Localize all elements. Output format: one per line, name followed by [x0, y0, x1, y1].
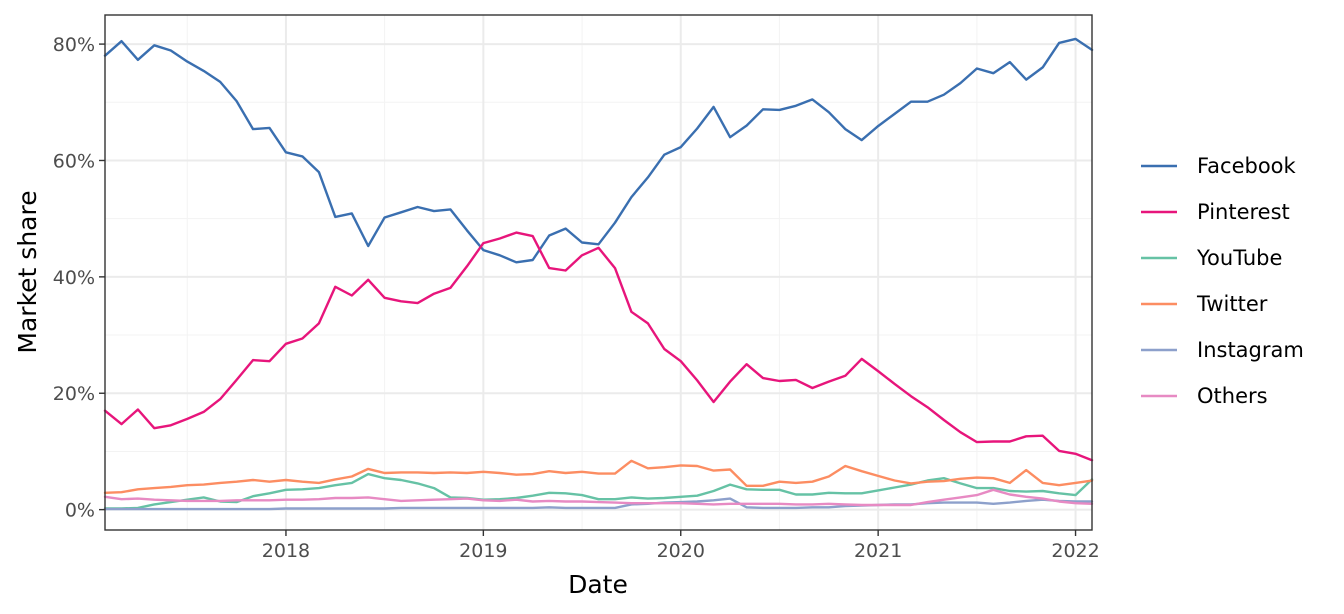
legend-label-others: Others [1197, 384, 1268, 408]
legend-label-pinterest: Pinterest [1197, 200, 1290, 224]
y-tick-label: 60% [53, 150, 95, 172]
legend-item-youtube: YouTube [1141, 246, 1282, 270]
y-tick-label: 80% [53, 34, 95, 56]
x-axis: 2018 2019 2020 2021 2022 [262, 530, 1100, 562]
y-tick-label: 20% [53, 383, 95, 405]
x-axis-title: Date [568, 570, 628, 599]
plot-area [103, 14, 1094, 531]
series-line-twitter [103, 459, 1094, 494]
major-gridlines [105, 15, 1092, 530]
legend-label-instagram: Instagram [1197, 338, 1304, 362]
x-tick-label: 2019 [459, 540, 507, 562]
legend-item-others: Others [1141, 384, 1268, 408]
y-tick-label: 40% [53, 267, 95, 289]
y-axis-title: Market share [13, 190, 42, 353]
series-line-pinterest [103, 231, 1094, 462]
y-tick-label: 0% [65, 500, 95, 522]
series-line-others [103, 488, 1094, 507]
legend-item-facebook: Facebook [1141, 154, 1297, 178]
x-tick-label: 2022 [1051, 540, 1099, 562]
series-line-facebook [103, 37, 1094, 264]
legend: Facebook Pinterest YouTube Twitter Instagram… [1141, 154, 1304, 408]
plot-border [104, 14, 1093, 531]
plot-panel [105, 15, 1092, 530]
x-tick-label: 2021 [854, 540, 902, 562]
y-axis: 0% 20% 40% 60% 80% [53, 34, 105, 522]
legend-label-twitter: Twitter [1196, 292, 1268, 316]
legend-item-pinterest: Pinterest [1141, 200, 1290, 224]
legend-item-twitter: Twitter [1141, 292, 1268, 316]
legend-label-youtube: YouTube [1196, 246, 1282, 270]
x-tick-label: 2020 [657, 540, 705, 562]
legend-label-facebook: Facebook [1197, 154, 1297, 178]
legend-item-instagram: Instagram [1141, 338, 1304, 362]
series-lines [103, 37, 1094, 511]
x-tick-label: 2018 [262, 540, 310, 562]
